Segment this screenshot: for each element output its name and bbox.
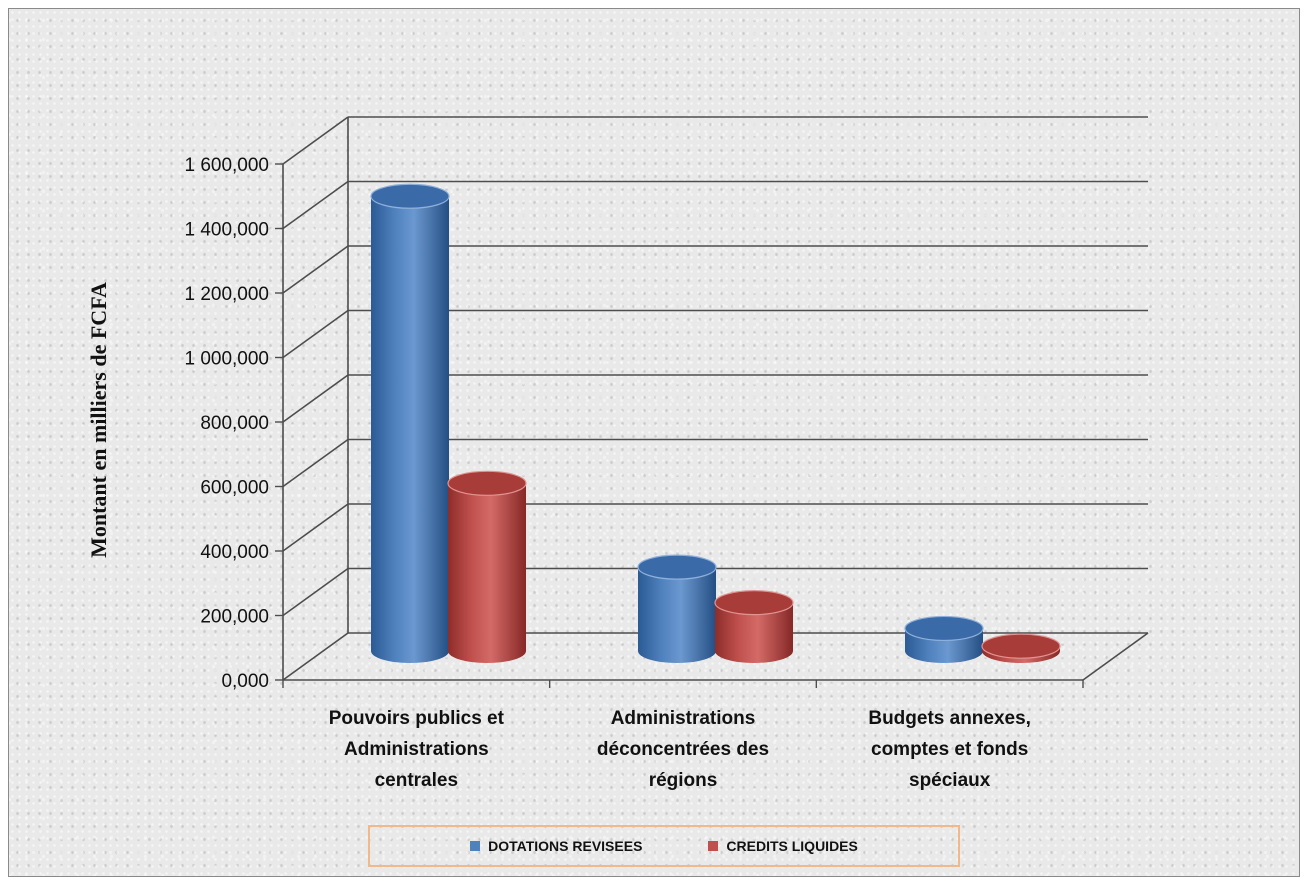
gridline-side [282, 374, 349, 423]
gridline-side [282, 438, 349, 488]
y-tick-label: 600,000 [200, 478, 269, 499]
bar [637, 554, 717, 663]
bar-top [447, 470, 527, 496]
gridline-side [282, 245, 349, 294]
y-tick-label: 1 200,000 [184, 284, 269, 305]
bar-top [714, 590, 794, 616]
gridline-side [282, 180, 349, 230]
legend: DOTATIONS REVISEES CREDITS LIQUIDES [368, 825, 960, 867]
bar-top [637, 554, 717, 580]
y-axis-label: Montant en milliers de FCFA [86, 282, 111, 558]
x-category-label: centrales [375, 770, 458, 791]
x-category-label: Budgets annexes, [868, 708, 1031, 729]
gridline-side [282, 503, 349, 552]
gridline-side [282, 632, 349, 681]
x-category-label: comptes et fonds [871, 739, 1028, 760]
y-tick-label: 400,000 [200, 542, 269, 563]
y-tick-label: 1 000,000 [184, 349, 269, 370]
legend-swatch-credits [708, 841, 719, 851]
y-tick-label: 0,000 [221, 671, 269, 692]
bar-top [981, 633, 1061, 659]
x-category-label: régions [649, 770, 718, 791]
y-tick-label: 1 600,000 [184, 155, 269, 176]
y-tick-label: 800,000 [200, 413, 269, 434]
gridline-side [282, 567, 349, 617]
legend-label-dotations: DOTATIONS REVISEES [488, 838, 643, 854]
gridline-side [282, 116, 349, 165]
floor-edge [1082, 632, 1149, 681]
bar-body [638, 567, 716, 663]
legend-swatch-dotations [470, 841, 481, 851]
x-category-label: Pouvoirs publics et [329, 708, 505, 729]
bar [904, 615, 984, 663]
bar [981, 633, 1061, 663]
y-tick-label: 1 400,000 [184, 220, 269, 241]
x-category-label: déconcentrées des [597, 739, 769, 760]
legend-item-credits: CREDITS LIQUIDES [708, 838, 858, 854]
bar [714, 590, 794, 663]
x-category-label: spéciaux [909, 770, 991, 791]
x-category-label: Administrations [611, 708, 756, 729]
bar-body [715, 602, 793, 663]
bar-body [448, 483, 526, 663]
bar [370, 183, 450, 663]
x-category-label: Administrations [344, 739, 489, 760]
legend-item-dotations: DOTATIONS REVISEES [470, 838, 642, 854]
bar-top [904, 615, 984, 642]
y-tick-label: 200,000 [200, 607, 269, 628]
gridline-side [282, 309, 349, 359]
bar-top [370, 183, 450, 209]
bar-body [371, 196, 449, 663]
bar [447, 470, 527, 663]
legend-label-credits: CREDITS LIQUIDES [726, 838, 858, 854]
chart-area [8, 8, 1300, 877]
